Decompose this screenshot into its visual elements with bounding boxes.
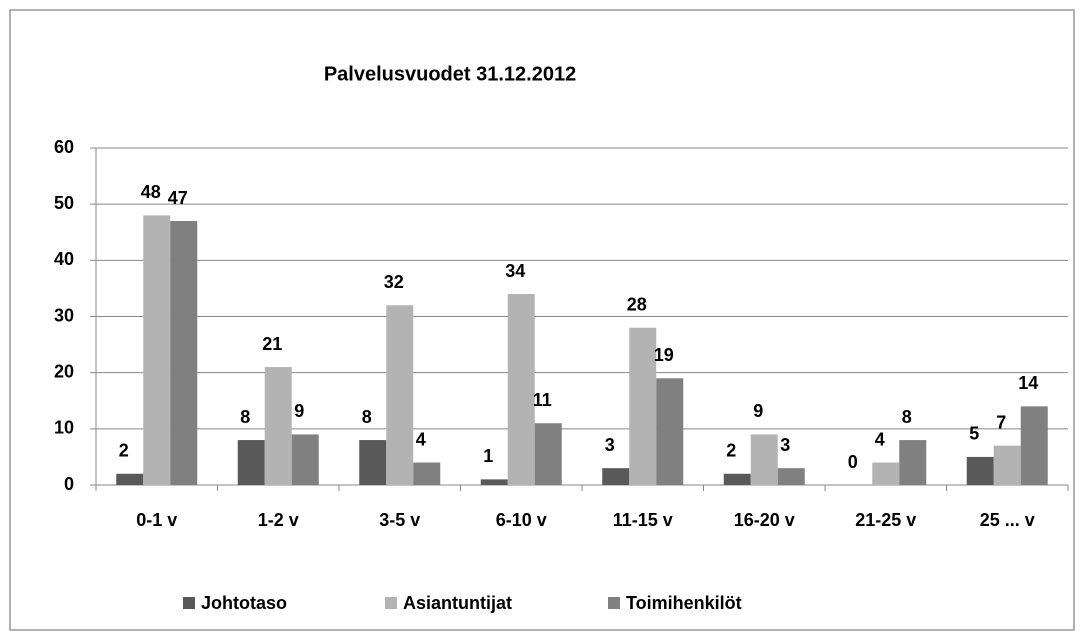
value-label: 5 — [969, 424, 979, 444]
value-label: 21 — [262, 334, 282, 354]
bar — [507, 294, 535, 485]
x-tick-label: 16-20 v — [734, 510, 795, 530]
bar — [143, 215, 171, 485]
value-label: 14 — [1018, 373, 1038, 393]
value-label: 32 — [384, 272, 404, 292]
y-tick-label: 60 — [54, 137, 74, 157]
bar — [264, 367, 292, 485]
bar — [750, 434, 778, 485]
bar — [629, 327, 657, 485]
bar — [872, 462, 900, 485]
value-label: 2 — [726, 441, 736, 461]
bar — [116, 473, 144, 485]
bar — [899, 440, 927, 485]
legend-label: Toimihenkilöt — [626, 593, 742, 613]
y-tick-label: 20 — [54, 361, 74, 381]
value-label: 4 — [875, 429, 885, 449]
value-label: 47 — [168, 188, 188, 208]
value-label: 34 — [505, 261, 525, 281]
y-tick-label: 10 — [54, 418, 74, 438]
value-label: 8 — [902, 407, 912, 427]
value-label: 48 — [141, 182, 161, 202]
bar — [237, 440, 265, 485]
bar — [291, 434, 319, 485]
legend-swatch — [608, 597, 620, 609]
legend-swatch — [385, 597, 397, 609]
value-label: 9 — [294, 401, 304, 421]
legend-swatch — [183, 597, 195, 609]
bar — [966, 456, 994, 485]
value-label: 3 — [605, 435, 615, 455]
x-tick-label: 25 ... v — [980, 510, 1035, 530]
value-label: 28 — [627, 294, 647, 314]
legend-label: Asiantuntijat — [403, 593, 512, 613]
bar — [413, 462, 441, 485]
value-label: 9 — [753, 401, 763, 421]
legend-label: Johtotaso — [201, 593, 287, 613]
bar — [602, 468, 630, 485]
x-tick-label: 0-1 v — [136, 510, 177, 530]
value-label: 3 — [780, 435, 790, 455]
value-label: 7 — [996, 412, 1006, 432]
value-label: 2 — [119, 441, 129, 461]
bar — [534, 423, 562, 485]
y-tick-label: 50 — [54, 193, 74, 213]
x-tick-label: 3-5 v — [379, 510, 420, 530]
bar — [170, 221, 198, 485]
bar — [359, 440, 387, 485]
value-label: 4 — [416, 429, 426, 449]
bar — [723, 473, 751, 485]
chart-title: Palvelusvuodet 31.12.2012 — [324, 63, 576, 85]
y-tick-label: 40 — [54, 249, 74, 269]
bar — [777, 468, 805, 485]
bar — [656, 378, 684, 485]
x-tick-label: 6-10 v — [496, 510, 547, 530]
bar — [993, 445, 1021, 485]
y-tick-label: 0 — [64, 474, 74, 494]
value-label: 0 — [848, 452, 858, 472]
value-label: 8 — [240, 407, 250, 427]
y-tick-label: 30 — [54, 305, 74, 325]
bar — [1020, 406, 1048, 485]
x-tick-label: 11-15 v — [613, 510, 673, 530]
value-label: 19 — [654, 345, 674, 365]
value-label: 8 — [362, 407, 372, 427]
value-label: 11 — [533, 390, 552, 410]
bar — [480, 479, 508, 485]
bar — [386, 305, 414, 485]
x-tick-label: 21-25 v — [855, 510, 916, 530]
x-tick-label: 1-2 v — [258, 510, 299, 530]
value-label: 1 — [483, 446, 493, 466]
